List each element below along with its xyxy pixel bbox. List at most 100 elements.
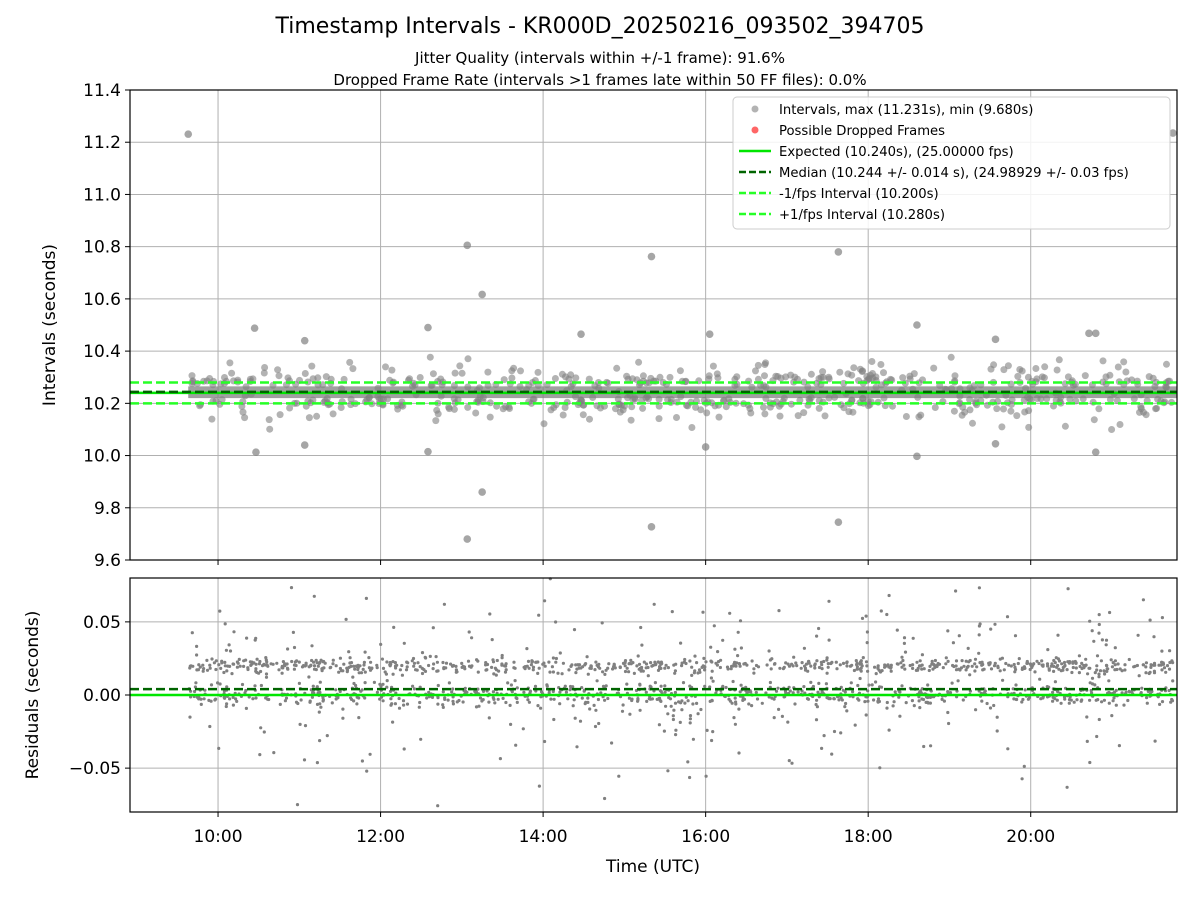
residual-point-1671 <box>820 746 824 751</box>
interval-point-502 <box>794 412 802 420</box>
residual-point-1126 <box>799 666 803 670</box>
residual-point-1619 <box>570 663 574 667</box>
residual-point-860 <box>572 628 577 632</box>
residual-point-1061 <box>1100 638 1104 642</box>
interval-point-557 <box>643 393 651 401</box>
residual-point-901 <box>285 666 290 670</box>
residual-point-1586 <box>1168 660 1172 665</box>
residual-point-727 <box>1038 677 1042 681</box>
interval-outlier-6 <box>463 535 472 543</box>
residual-point-1375 <box>786 662 790 666</box>
residual-point-1358 <box>864 614 868 618</box>
residual-point-13 <box>566 697 570 701</box>
residual-point-1243 <box>1023 688 1027 692</box>
residuals-y-ticks: −0.05 0.00 0.05 <box>69 613 130 779</box>
residual-point-926 <box>1097 631 1101 635</box>
residual-point-932 <box>515 696 519 701</box>
residual-point-1283 <box>653 660 657 664</box>
residual-point-1391 <box>1115 667 1119 672</box>
residual-point-1266 <box>1027 695 1032 700</box>
interval-point-180 <box>807 370 815 378</box>
residual-point-1498 <box>258 753 262 757</box>
residual-point-666 <box>693 654 697 658</box>
interval-point-175 <box>434 410 442 418</box>
interval-point-504 <box>815 404 823 412</box>
residual-point-559 <box>397 706 402 710</box>
interval-point-420 <box>572 374 580 382</box>
residual-point-1411 <box>887 593 891 598</box>
residual-point-152 <box>513 679 517 683</box>
residual-point-1122 <box>436 696 440 700</box>
residual-point-268 <box>835 667 839 671</box>
residual-point-694 <box>946 629 950 633</box>
residual-point-1336 <box>787 759 791 763</box>
residual-point-640 <box>348 656 352 660</box>
residual-point-480 <box>973 662 977 666</box>
residual-point-794 <box>855 667 859 671</box>
residual-point-780 <box>900 684 904 688</box>
legend-entry-2: Expected (10.240s), (25.00000 fps) <box>779 145 1014 160</box>
residual-point-797 <box>398 668 402 672</box>
residual-point-253 <box>418 665 422 669</box>
interval-point-334 <box>807 394 815 402</box>
residual-point-1092 <box>716 660 721 664</box>
residual-point-1417 <box>281 666 285 670</box>
residual-point-894 <box>817 665 822 670</box>
interval-point-33 <box>586 415 593 423</box>
residual-point-624 <box>528 689 533 693</box>
residual-point-243 <box>1017 657 1021 661</box>
residual-point-867 <box>218 682 222 686</box>
residual-point-396 <box>850 663 854 667</box>
residual-point-1172 <box>512 666 516 670</box>
interval-point-249 <box>872 383 880 391</box>
residual-point-5 <box>401 699 406 703</box>
residual-point-1286 <box>695 661 699 665</box>
residual-point-1341 <box>295 803 300 807</box>
residual-point-344 <box>772 716 776 720</box>
intervals-y-tick-label-7: 11.0 <box>83 185 121 205</box>
residual-point-1098 <box>998 669 1002 673</box>
residual-point-886 <box>530 659 534 663</box>
residual-point-231 <box>1148 618 1152 622</box>
residual-point-1275 <box>919 689 923 693</box>
residual-point-1056 <box>642 660 646 664</box>
interval-point-18 <box>260 369 268 377</box>
residual-point-1536 <box>604 684 608 688</box>
residual-point-1466 <box>577 663 582 667</box>
residual-point-472 <box>292 667 296 671</box>
residual-point-1231 <box>446 698 450 702</box>
interval-outlier-1 <box>1169 129 1177 137</box>
residual-point-406 <box>1093 683 1097 687</box>
residual-point-771 <box>1053 661 1057 665</box>
residual-point-189 <box>885 700 889 705</box>
residual-point-1319 <box>494 673 498 677</box>
intervals-y-tick-label-6: 10.8 <box>83 238 121 258</box>
interval-point-241 <box>655 395 663 403</box>
residual-point-1204 <box>560 672 564 676</box>
residual-point-92 <box>832 729 837 734</box>
residual-point-1472 <box>1111 699 1115 703</box>
residual-point-340 <box>709 676 714 680</box>
residual-point-1523 <box>612 663 616 667</box>
interval-point-3 <box>274 366 282 374</box>
x-tick-label-5: 20:00 <box>1006 827 1055 847</box>
residual-point-943 <box>331 662 335 666</box>
residual-point-746 <box>977 633 981 637</box>
residual-point-1281 <box>911 636 915 640</box>
residual-point-1010 <box>436 804 440 808</box>
residual-point-549 <box>1051 690 1055 695</box>
residual-point-354 <box>845 664 849 668</box>
residual-point-1409 <box>873 665 877 669</box>
residual-point-830 <box>1099 659 1103 663</box>
interval-point-400 <box>579 411 587 419</box>
interval-point-398 <box>305 414 313 422</box>
residual-point-1145 <box>732 716 736 720</box>
residual-point-1497 <box>715 663 720 667</box>
residual-point-561 <box>531 668 535 672</box>
residual-point-1293 <box>644 690 648 694</box>
residual-point-1485 <box>238 664 242 668</box>
interval-outlier-4 <box>834 248 843 256</box>
residual-point-1321 <box>303 664 307 668</box>
interval-point-53 <box>1130 395 1138 403</box>
residual-point-1545 <box>432 662 436 666</box>
